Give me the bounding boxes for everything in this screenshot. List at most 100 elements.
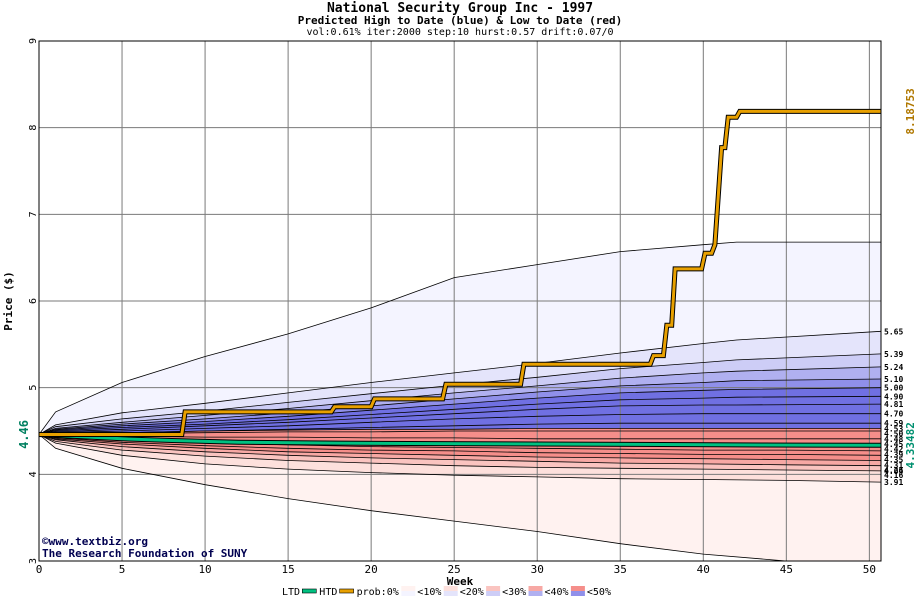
quantile-end-label: 3.91 — [884, 478, 903, 487]
legend: LTD HTD prob:0% <10% <20% <30% <40% <50% — [282, 586, 611, 598]
quantile-end-label: 4.35 — [884, 456, 903, 465]
upper-quantile-line — [38, 330, 882, 435]
upper-quantile-line — [38, 395, 882, 435]
x-tick-label: 50 — [863, 563, 876, 576]
chart-subtitle: Predicted High to Date (blue) & Low to D… — [297, 14, 623, 27]
upper-quantile-line — [38, 403, 882, 435]
quantile-end-label: 4.70 — [884, 410, 903, 419]
quantile-end-label: 4.31 — [884, 461, 903, 470]
upper-band — [39, 387, 881, 435]
quantile-end-label: 4.26 — [884, 466, 903, 475]
quantile-end-label: 4.81 — [884, 400, 903, 409]
x-tick-label: 20 — [365, 563, 378, 576]
ltd-end-label: 4.33482 — [904, 422, 917, 468]
quantile-end-label: 4.53 — [884, 424, 903, 433]
x-tick-label: 0 — [36, 563, 43, 576]
legend-bin-swatch-red — [528, 586, 543, 591]
upper-band — [39, 413, 881, 435]
x-tick-label: 45 — [780, 563, 793, 576]
start-value-label: 4.46 — [17, 420, 31, 449]
quantile-end-label: 4.59 — [884, 419, 903, 428]
legend-bin-swatch-blue — [528, 591, 543, 596]
x-tick-label: 15 — [281, 563, 294, 576]
legend-bin-swatch-blue — [443, 591, 458, 596]
quantile-end-label: 4.39 — [884, 450, 903, 459]
lower-band — [39, 434, 881, 483]
quantile-end-label: 4.50 — [884, 430, 903, 439]
y-tick-label: 8 — [28, 125, 39, 131]
legend-bin-swatch-blue — [486, 591, 501, 596]
lower-quantile-line — [38, 434, 882, 467]
x-axis-ticks: 0 5 10 15 20 25 30 35 40 45 50 — [36, 563, 876, 576]
lower-band — [39, 428, 881, 435]
lower-band — [39, 434, 881, 471]
legend-prob-label: prob:0% — [357, 587, 399, 598]
lower-quantile-line — [38, 434, 882, 461]
quantile-end-label: 5.24 — [884, 363, 903, 372]
legend-bin-swatch-red — [401, 586, 416, 591]
quantile-end-label: 4.42 — [884, 445, 903, 454]
legend-bin-label: <20% — [460, 587, 484, 598]
lower-band — [39, 434, 881, 561]
y-tick-label: 5 — [28, 385, 39, 391]
quantile-labels: 5.65 5.39 5.24 5.105.004.904.814.704.594.53… — [884, 327, 903, 487]
x-tick-label: 10 — [198, 563, 211, 576]
upper-quantile-line — [38, 378, 882, 435]
quantile-end-label: 5.10 — [884, 375, 903, 384]
legend-bin-swatch-red — [443, 586, 458, 591]
x-tick-label: 30 — [531, 563, 544, 576]
legend-ltd-label: LTD — [282, 587, 300, 598]
quantile-end-label: 5.00 — [884, 384, 903, 393]
legend-bin-swatch-red — [486, 586, 501, 591]
legend-bin-swatch-blue — [401, 591, 416, 596]
y-axis-ticks: 3 4 5 6 7 8 9 — [28, 38, 39, 564]
y-tick-label: 3 — [28, 558, 39, 564]
upper-quantile-line — [38, 413, 881, 435]
upper-quantile-line — [38, 241, 881, 435]
upper-band — [39, 242, 881, 435]
quantile-end-label: 4.04 — [884, 467, 903, 476]
upper-band — [39, 379, 881, 435]
legend-bin-label: <10% — [417, 587, 441, 598]
quantile-end-label: 4.90 — [884, 392, 903, 401]
lower-quantile-line — [38, 434, 882, 456]
upper-band — [39, 353, 881, 435]
htd-end-label: 8.18753 — [904, 88, 917, 134]
x-tick-label: 5 — [119, 563, 126, 576]
watermark-org: The Research Foundation of SUNY — [42, 547, 248, 560]
watermark-site: ©www.textbiz.org — [42, 535, 148, 548]
quantile-end-label: 5.39 — [884, 350, 903, 359]
htd-line — [39, 109, 881, 436]
legend-bin-label: <30% — [502, 587, 526, 598]
price-paths — [38, 108, 882, 448]
legend-bin-label: <50% — [587, 587, 611, 598]
y-tick-label: 6 — [28, 298, 39, 304]
ltd-line — [38, 433, 882, 447]
y-tick-label: 9 — [28, 38, 39, 44]
x-axis-label: Week — [447, 575, 474, 588]
legend-bin-label: <40% — [545, 587, 569, 598]
quantile-end-label: 5.65 — [884, 327, 903, 336]
legend-htd-label: HTD — [319, 587, 337, 598]
chart-params: vol:0.61% iter:2000 step:10 hurst:0.57 d… — [306, 27, 614, 38]
legend-bin-swatch-red — [570, 586, 585, 591]
legend-ltd-swatch — [301, 588, 317, 594]
legend-bin-swatch-blue — [570, 591, 585, 596]
lower-quantile-line — [38, 434, 881, 562]
quantile-end-label: 4.16 — [884, 471, 903, 480]
y-axis-label: Price ($) — [2, 271, 15, 331]
y-tick-label: 4 — [28, 471, 39, 477]
quantile-end-label: 4.48 — [884, 435, 903, 444]
lower-quantile-line — [38, 434, 882, 472]
chart-title: National Security Group Inc - 1997 — [326, 1, 594, 16]
probability-bands — [39, 242, 881, 561]
x-tick-label: 35 — [614, 563, 627, 576]
quantile-end-label: 4.45 — [884, 440, 903, 449]
upper-quantile-line — [38, 353, 882, 435]
plot-frame — [38, 40, 882, 562]
upper-band — [39, 396, 881, 435]
y-tick-label: 7 — [28, 211, 39, 217]
legend-htd-swatch — [339, 588, 354, 594]
lower-quantile-line — [38, 434, 882, 483]
